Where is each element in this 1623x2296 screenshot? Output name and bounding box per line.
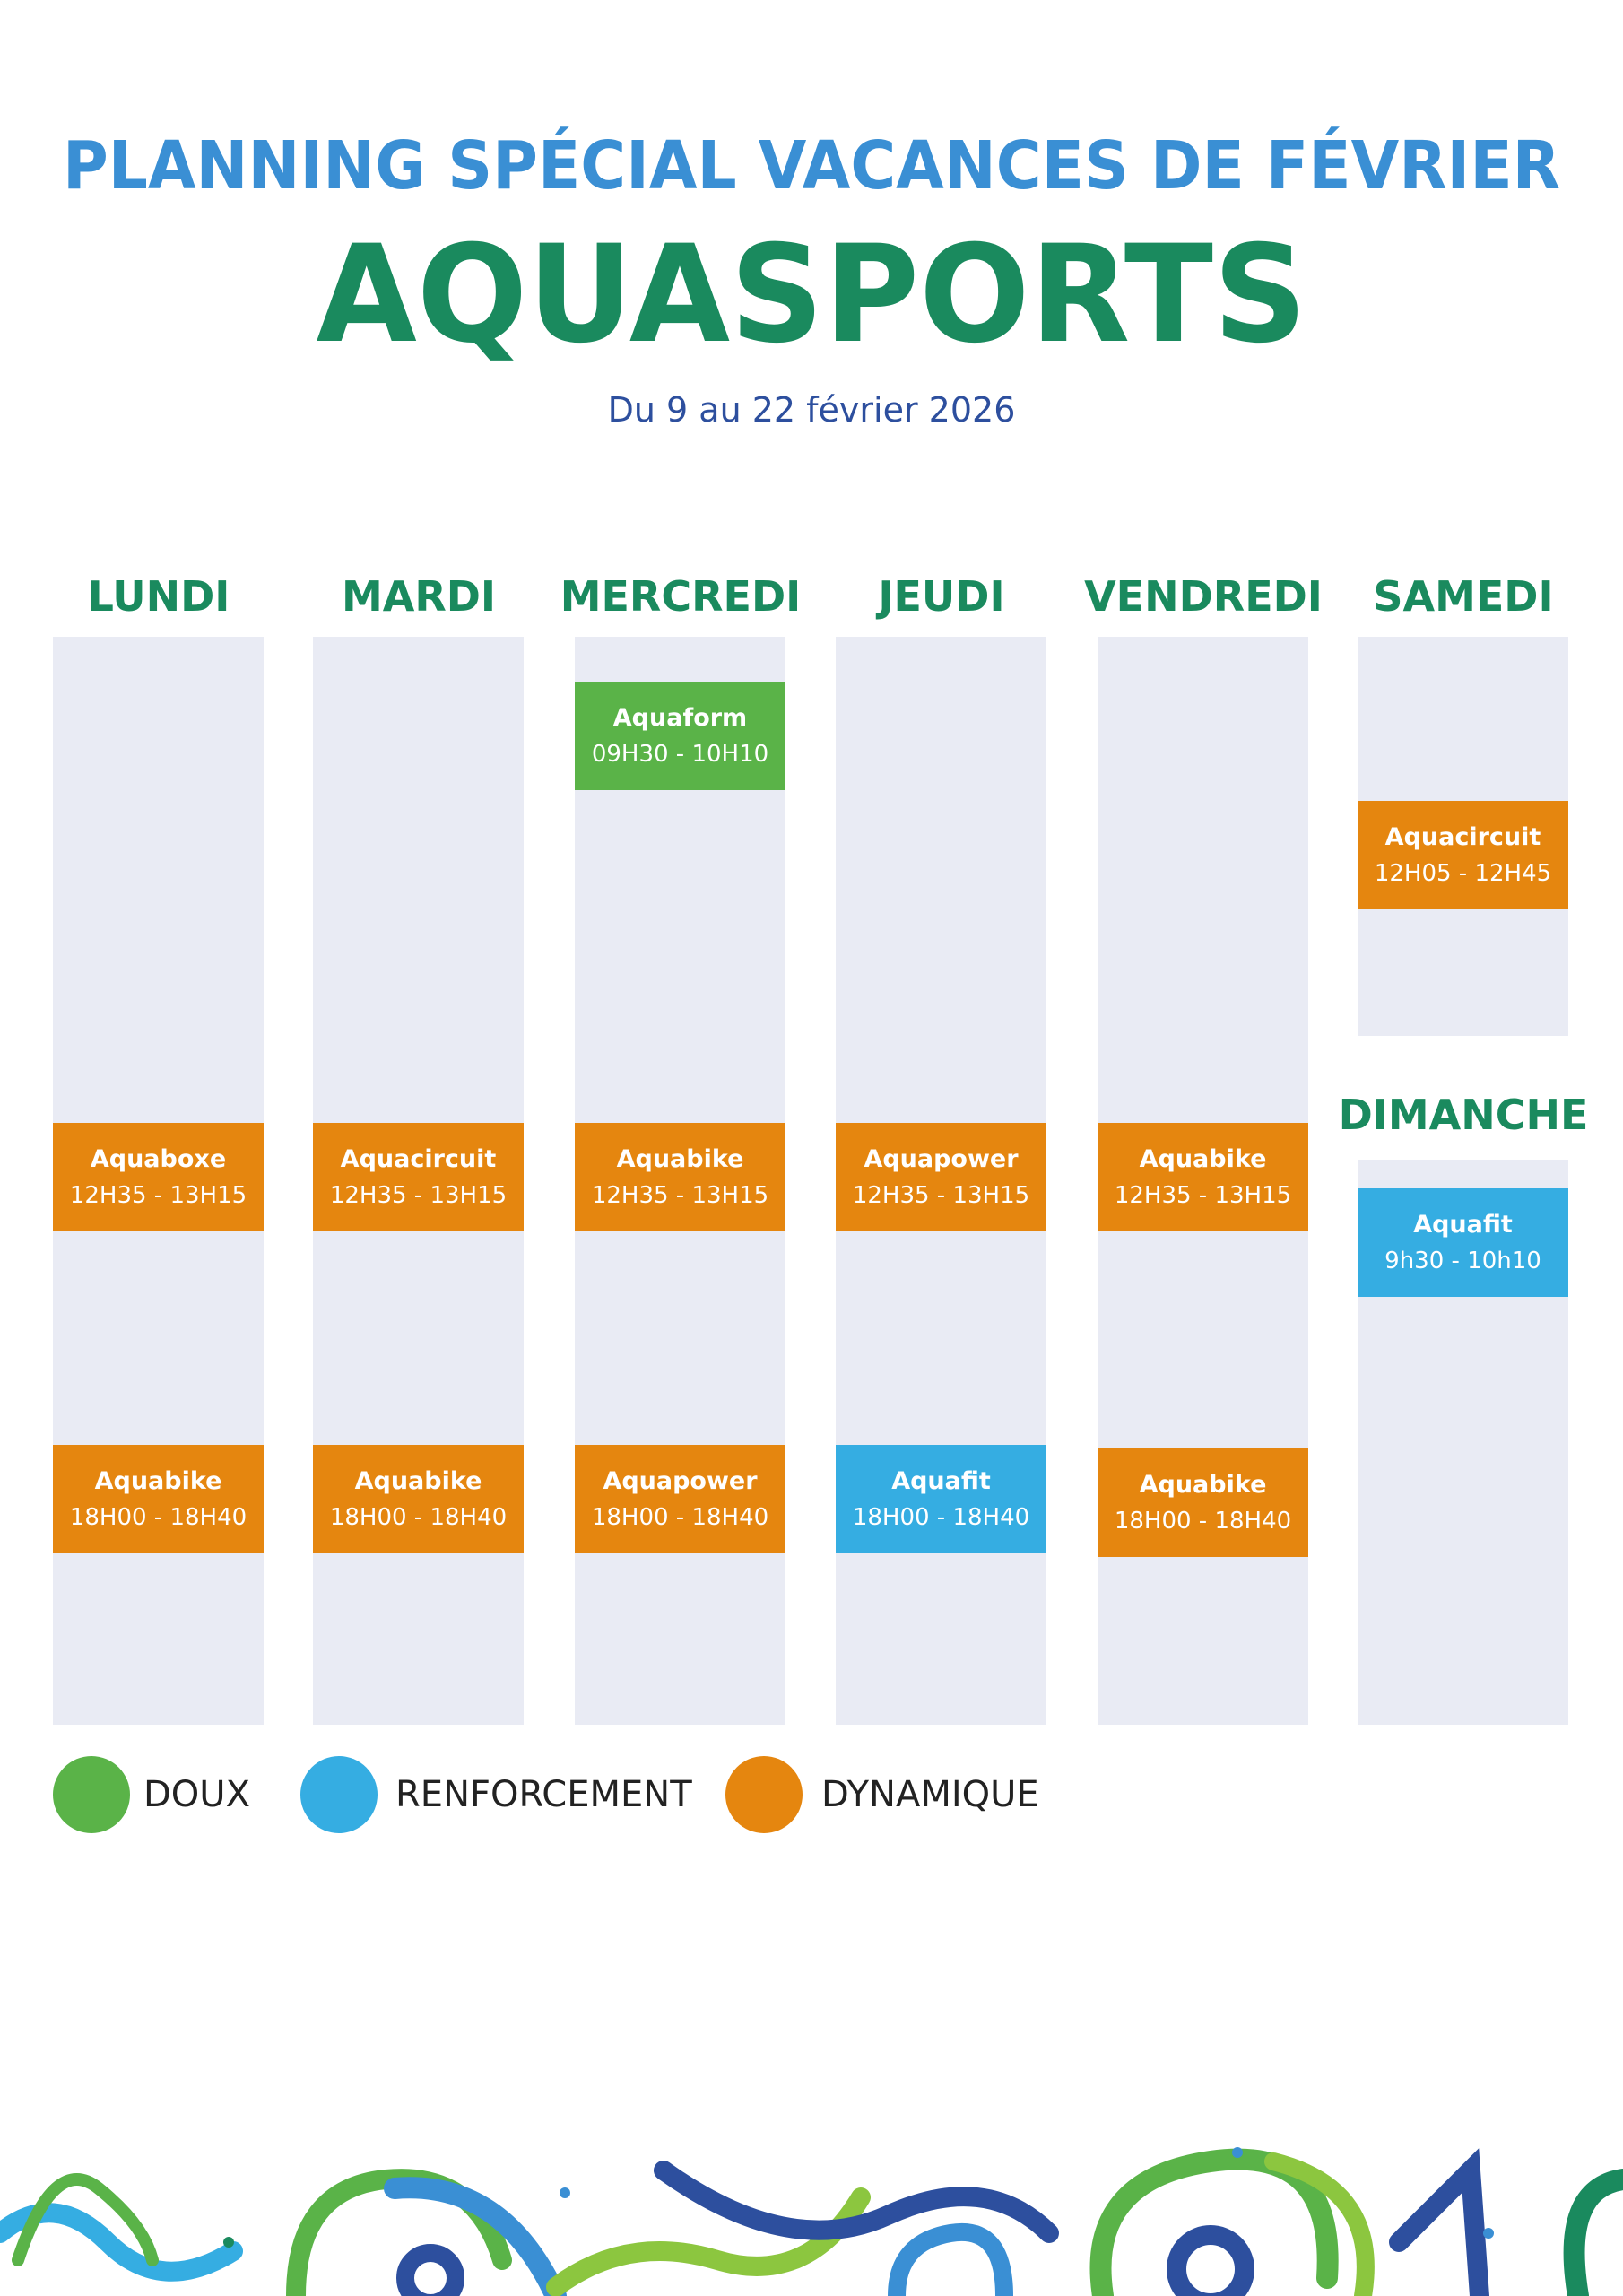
day-label: DIMANCHE xyxy=(1338,1091,1589,1139)
day-label: MERCREDI xyxy=(560,572,802,621)
legend-label: RENFORCEMENT xyxy=(395,1774,692,1815)
day-label: VENDREDI xyxy=(1084,572,1323,621)
session: Aquacircuit 12H35 - 13H15 xyxy=(313,1123,524,1231)
session-time: 18H00 - 18H40 xyxy=(852,1504,1030,1531)
day-label: JEUDI xyxy=(878,572,1005,621)
session-time: 18H00 - 18H40 xyxy=(329,1504,508,1531)
session: Aquabike 18H00 - 18H40 xyxy=(1098,1448,1308,1557)
session: Aquacircuit 12H05 - 12H45 xyxy=(1358,801,1568,909)
session: Aquapower 18H00 - 18H40 xyxy=(575,1445,785,1553)
session: Aquabike 18H00 - 18H40 xyxy=(313,1445,524,1553)
session-name: Aquabike xyxy=(1139,1471,1267,1499)
day-label: MARDI xyxy=(341,572,497,621)
session-name: Aquapower xyxy=(603,1467,758,1495)
session-name: Aquapower xyxy=(864,1145,1019,1173)
session-name: Aquaboxe xyxy=(90,1145,227,1173)
session: Aquapower 12H35 - 13H15 xyxy=(836,1123,1046,1231)
name: AQUASPORTS xyxy=(317,217,1307,373)
title: PLANNING SPÉCIAL VACANCES DE FÉVRIER xyxy=(63,126,1560,204)
session-name: Aquafit xyxy=(1413,1211,1513,1239)
session-name: Aquafit xyxy=(891,1467,991,1495)
legend-label: DOUX xyxy=(143,1774,250,1815)
session-time: 18H00 - 18H40 xyxy=(1114,1508,1292,1535)
session: Aquabike 12H35 - 13H15 xyxy=(575,1123,785,1231)
day-label: LUNDI xyxy=(87,572,230,621)
session-name: Aquacircuit xyxy=(1384,823,1541,851)
session-time: 12H35 - 13H15 xyxy=(329,1182,508,1209)
session-name: Aquacircuit xyxy=(340,1145,497,1173)
session-time: 18H00 - 18H40 xyxy=(69,1504,247,1531)
session-time: 9h30 - 10h10 xyxy=(1384,1248,1541,1274)
session-name: Aquabike xyxy=(616,1145,744,1173)
session-name: Aquabike xyxy=(1139,1145,1267,1173)
session-time: 12H35 - 13H15 xyxy=(852,1182,1030,1209)
session: Aquaboxe 12H35 - 13H15 xyxy=(53,1123,264,1231)
legend-swatch xyxy=(725,1756,803,1833)
decoration xyxy=(0,2147,1623,2296)
session-time: 12H35 - 13H15 xyxy=(1114,1182,1292,1209)
legend-label: DYNAMIQUE xyxy=(821,1774,1039,1815)
session-time: 09H30 - 10H10 xyxy=(591,741,769,768)
header: PLANNING SPÉCIAL VACANCES DE FÉVRIER AQU… xyxy=(63,126,1560,430)
session-time: 12H35 - 13H15 xyxy=(69,1182,247,1209)
session: Aquabike 12H35 - 13H15 xyxy=(1098,1123,1308,1231)
session: Aquabike 18H00 - 18H40 xyxy=(53,1445,264,1553)
legend-swatch xyxy=(300,1756,378,1833)
session-time: 12H05 - 12H45 xyxy=(1374,860,1552,887)
session: Aquafit 9h30 - 10h10 xyxy=(1358,1188,1568,1297)
session-time: 12H35 - 13H15 xyxy=(591,1182,769,1209)
day-label: SAMEDI xyxy=(1373,572,1554,621)
session: Aquafit 18H00 - 18H40 xyxy=(836,1445,1046,1553)
legend-swatch xyxy=(53,1756,130,1833)
session-time: 18H00 - 18H40 xyxy=(591,1504,769,1531)
session: Aquaform 09H30 - 10H10 xyxy=(575,682,785,790)
session-name: Aquaform xyxy=(612,704,748,732)
session-name: Aquabike xyxy=(354,1467,482,1495)
session-name: Aquabike xyxy=(94,1467,222,1495)
dates: Du 9 au 22 février 2026 xyxy=(608,390,1016,430)
